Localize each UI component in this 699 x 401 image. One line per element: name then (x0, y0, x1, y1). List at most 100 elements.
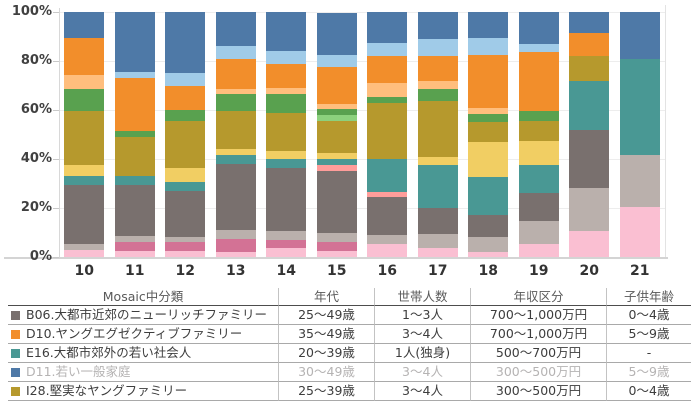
bar-16-segment-green[interactable] (367, 96, 408, 103)
bar-13-segment-D10[interactable] (215, 58, 256, 90)
bar-19-segment-B06[interactable] (518, 193, 559, 222)
bar-16-segment-salmon[interactable] (367, 192, 408, 197)
legend-row-label[interactable]: D10.ヤングエグゼクティブファミリー (8, 325, 278, 344)
legend-row-label[interactable]: B06.大都市近郊のニューリッチファミリー (8, 306, 278, 325)
bar-16-segment-D11[interactable] (367, 12, 408, 43)
bar-18-segment-E16[interactable] (468, 177, 509, 216)
legend-row-label[interactable]: D11.若い一般家庭 (8, 363, 278, 382)
bar-14-segment-light-gray[interactable] (266, 231, 307, 240)
bar-21-segment-pink[interactable] (619, 206, 660, 257)
bar-12-segment-E16[interactable] (165, 182, 206, 191)
bar-17-segment-peach[interactable] (417, 80, 458, 90)
bar-12-segment-green[interactable] (165, 110, 206, 122)
bar-11-segment-I28[interactable] (114, 137, 155, 177)
bar-18-segment-pink[interactable] (468, 252, 509, 257)
bar-21-segment-light-gray[interactable] (619, 155, 660, 207)
bar-17-segment-B06[interactable] (417, 208, 458, 234)
bar-14-segment-light-blue[interactable] (266, 51, 307, 64)
legend-row-label[interactable]: E16.大都市郊外の若い社会人 (8, 344, 278, 363)
bar-12-segment-B06[interactable] (165, 190, 206, 238)
bar-11-segment-D10[interactable] (114, 78, 155, 131)
bar-17-segment-pink[interactable] (417, 248, 458, 257)
bar-20-segment-D10[interactable] (569, 32, 610, 57)
bar-16-segment-light-blue[interactable] (367, 42, 408, 57)
bar-11-segment-light-gray[interactable] (114, 236, 155, 243)
bar-13-segment-light-gray[interactable] (215, 230, 256, 239)
bar-17-segment-light-gray[interactable] (417, 233, 458, 249)
bar-17-segment-E16[interactable] (417, 165, 458, 209)
bar-13-segment-E16[interactable] (215, 155, 256, 164)
bar-19-segment-I28[interactable] (518, 121, 559, 141)
bar-13-segment-magenta[interactable] (215, 238, 256, 253)
bar-20-segment-E16[interactable] (569, 80, 610, 130)
bar-18-segment-green[interactable] (468, 113, 509, 123)
bar-17-segment-D10[interactable] (417, 56, 458, 81)
bar-10-segment-green[interactable] (64, 89, 105, 112)
bar-18-segment-B06[interactable] (468, 215, 509, 238)
bar-14-segment-pink[interactable] (266, 248, 307, 257)
bar-18-segment-light-blue[interactable] (468, 37, 509, 55)
bar-15-segment-E16[interactable] (316, 159, 357, 166)
bar-10-segment-B06[interactable] (64, 184, 105, 244)
bar-13-segment-pink[interactable] (215, 252, 256, 257)
bar-13-segment-light-blue[interactable] (215, 46, 256, 59)
bar-14-segment-B06[interactable] (266, 167, 307, 232)
bar-11-segment-E16[interactable] (114, 176, 155, 185)
bar-14-segment-green[interactable] (266, 94, 307, 113)
bar-14-segment-yellow[interactable] (266, 150, 307, 160)
bar-11-segment-pink[interactable] (114, 250, 155, 257)
bar-19-segment-D11[interactable] (518, 12, 559, 44)
bar-16-segment-D10[interactable] (367, 56, 408, 84)
bar-18-segment-D10[interactable] (468, 54, 509, 108)
bar-13-segment-green[interactable] (215, 94, 256, 112)
bar-17-segment-green[interactable] (417, 89, 458, 102)
bar-19-segment-yellow[interactable] (518, 140, 559, 166)
bar-16-segment-pink[interactable] (367, 243, 408, 257)
bar-16-segment-light-gray[interactable] (367, 234, 408, 244)
bar-20-segment-light-gray[interactable] (569, 188, 610, 232)
bar-12-segment-yellow[interactable] (165, 167, 206, 183)
bar-12-segment-D10[interactable] (165, 85, 206, 111)
bar-13-segment-B06[interactable] (215, 163, 256, 231)
bar-21-segment-E16[interactable] (619, 58, 660, 156)
bar-10-segment-D10[interactable] (64, 37, 105, 75)
bar-12-segment-light-blue[interactable] (165, 73, 206, 86)
bar-11-segment-magenta[interactable] (114, 242, 155, 251)
bar-13-segment-D11[interactable] (215, 12, 256, 47)
bar-17-segment-light-blue[interactable] (417, 39, 458, 57)
bar-15-segment-yellow[interactable] (316, 152, 357, 160)
bar-15-segment-light-blue[interactable] (316, 54, 357, 68)
bar-10-segment-D11[interactable] (64, 12, 105, 38)
bar-15-segment-light-green[interactable] (316, 114, 357, 122)
bar-18-segment-yellow[interactable] (468, 141, 509, 178)
bar-12-segment-light-gray[interactable] (165, 237, 206, 243)
bar-16-segment-peach[interactable] (367, 83, 408, 97)
bar-10-segment-E16[interactable] (64, 176, 105, 185)
bar-11-segment-D11[interactable] (114, 12, 155, 73)
bar-12-segment-pink[interactable] (165, 250, 206, 257)
bar-16-segment-I28[interactable] (367, 102, 408, 160)
bar-11-segment-green[interactable] (114, 130, 155, 137)
bar-17-segment-yellow[interactable] (417, 156, 458, 166)
bar-18-segment-D11[interactable] (468, 12, 509, 38)
bar-19-segment-green[interactable] (518, 111, 559, 122)
bar-14-segment-D10[interactable] (266, 63, 307, 89)
bar-19-segment-light-gray[interactable] (518, 221, 559, 244)
bar-14-segment-E16[interactable] (266, 159, 307, 168)
bar-15-segment-light-gray[interactable] (316, 232, 357, 243)
bar-13-segment-peach[interactable] (215, 89, 256, 95)
bar-18-segment-I28[interactable] (468, 122, 509, 142)
bar-11-segment-light-blue[interactable] (114, 72, 155, 79)
bar-20-segment-B06[interactable] (569, 129, 610, 189)
bar-10-segment-light-gray[interactable] (64, 243, 105, 250)
bar-16-segment-B06[interactable] (367, 197, 408, 235)
bar-15-segment-B06[interactable] (316, 171, 357, 233)
bar-15-segment-D10[interactable] (316, 67, 357, 104)
bar-13-segment-I28[interactable] (215, 111, 256, 150)
bar-19-segment-E16[interactable] (518, 165, 559, 194)
bar-15-segment-peach[interactable] (316, 103, 357, 109)
bar-10-segment-peach[interactable] (64, 74, 105, 90)
bar-14-segment-I28[interactable] (266, 112, 307, 151)
bar-15-segment-magenta[interactable] (316, 242, 357, 251)
bar-15-segment-D11[interactable] (316, 13, 357, 55)
